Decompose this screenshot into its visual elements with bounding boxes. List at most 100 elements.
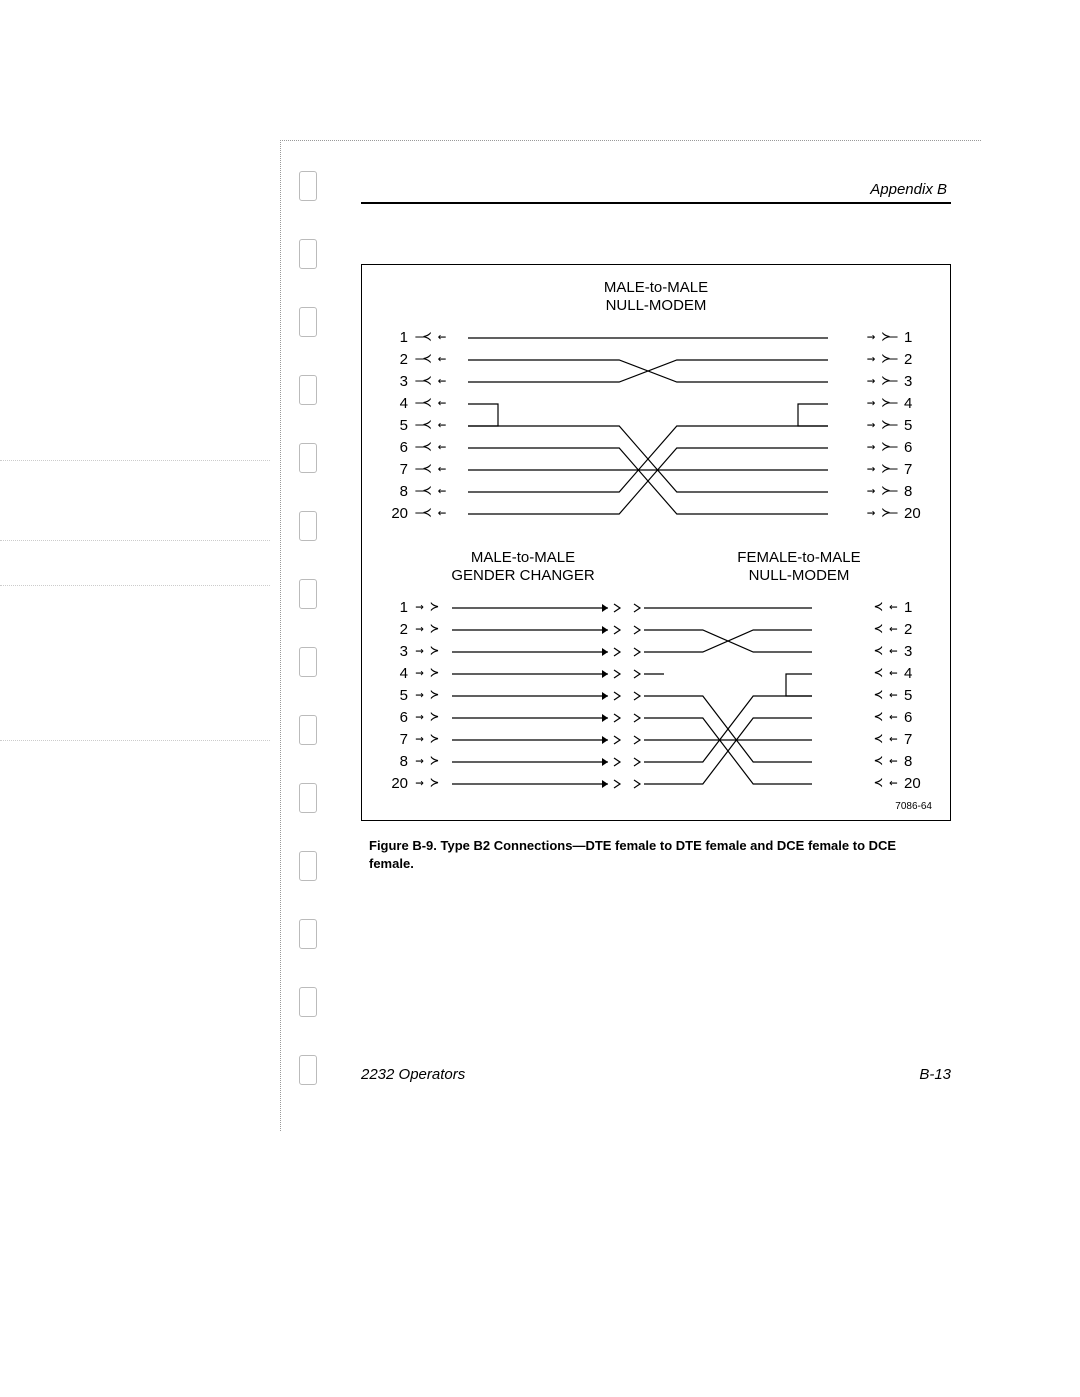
connector-left: —≺ ← (408, 437, 445, 459)
connector-right: ≺ ← (874, 641, 904, 663)
punch-hole (299, 1055, 317, 1085)
connector-left: → ≻ (408, 729, 438, 751)
pin-label-right: 7 (904, 458, 932, 481)
figure-id: 7086-64 (380, 801, 932, 812)
connector-right: → ≻— (867, 349, 904, 371)
pin-label-right: 20 (904, 502, 932, 525)
punch-hole (299, 783, 317, 813)
connector-right: ≺ ← (874, 663, 904, 685)
connector-left: → ≻ (408, 597, 438, 619)
page-footer: 2232 Operators B-13 (361, 1066, 951, 1083)
connector-right: ≺ ← (874, 707, 904, 729)
figure-caption: Figure B-9. Type B2 Connections—DTE fema… (361, 837, 951, 872)
pin-label-left: 5 (380, 414, 408, 437)
pin-label-left: 1 (380, 596, 408, 619)
connector-right: → ≻— (867, 415, 904, 437)
connector-left: → ≻ (408, 707, 438, 729)
footer-left: 2232 Operators (361, 1066, 465, 1083)
punch-hole (299, 851, 317, 881)
wiring-diagram-bottom: 1 → ≻≺ ← 12 → ≻≺ ← 23 → ≻≺ ← 34 → ≻≺ ← 4… (380, 597, 932, 795)
connector-left: —≺ ← (408, 459, 445, 481)
pin-label-left: 20 (380, 772, 408, 795)
title-line1: MALE-to-MALE (604, 279, 708, 296)
pin-label-right: 3 (904, 370, 932, 393)
wiring-diagram-top: 1 —≺ ←→ ≻— 12 —≺ ←→ ≻— 23 —≺ ←→ ≻— 34 —≺… (380, 327, 932, 525)
pin-label-right: 6 (904, 706, 932, 729)
pin-label-left: 20 (380, 502, 408, 525)
figure-box: MALE-to-MALE NULL-MODEM 1 —≺ ←→ ≻— 12 —≺… (361, 264, 951, 821)
pin-label-left: 6 (380, 436, 408, 459)
punch-hole (299, 987, 317, 1017)
pin-label-right: 5 (904, 414, 932, 437)
subtitle-left-l1: MALE-to-MALE (471, 549, 575, 566)
pin-label-left: 5 (380, 684, 408, 707)
connector-left: —≺ ← (408, 503, 445, 525)
connector-left: —≺ ← (408, 481, 445, 503)
pin-label-right: 8 (904, 750, 932, 773)
connector-right: → ≻— (867, 393, 904, 415)
pin-label-right: 1 (904, 326, 932, 349)
subtitle-right: FEMALE-to-MALE NULL-MODEM (737, 549, 860, 585)
connector-left: —≺ ← (408, 393, 445, 415)
pin-label-left: 2 (380, 618, 408, 641)
connector-right: → ≻— (867, 503, 904, 525)
diagram-subtitle-row: MALE-to-MALE GENDER CHANGER FEMALE-to-MA… (380, 549, 932, 585)
binder-holes (299, 171, 317, 1123)
connector-left: → ≻ (408, 619, 438, 641)
connector-right: → ≻— (867, 327, 904, 349)
diagram-title-top: MALE-to-MALE NULL-MODEM (380, 279, 932, 315)
subtitle-right-l2: NULL-MODEM (749, 567, 850, 584)
pin-label-left: 2 (380, 348, 408, 371)
punch-hole (299, 239, 317, 269)
pin-label-left: 6 (380, 706, 408, 729)
connector-left: → ≻ (408, 773, 438, 795)
pin-label-left: 8 (380, 750, 408, 773)
connector-right: → ≻— (867, 481, 904, 503)
pin-label-right: 1 (904, 596, 932, 619)
punch-hole (299, 375, 317, 405)
pin-label-left: 7 (380, 458, 408, 481)
scan-artifact (0, 460, 270, 461)
pin-label-right: 6 (904, 436, 932, 459)
pin-label-left: 3 (380, 640, 408, 663)
pin-label-right: 4 (904, 662, 932, 685)
punch-hole (299, 919, 317, 949)
connector-left: → ≻ (408, 641, 438, 663)
pin-label-left: 3 (380, 370, 408, 393)
punch-hole (299, 579, 317, 609)
punch-hole (299, 171, 317, 201)
pin-label-right: 20 (904, 772, 932, 795)
wiring-svg-top (468, 327, 828, 525)
header-appendix: Appendix B (361, 181, 951, 202)
connector-right: ≺ ← (874, 729, 904, 751)
connector-right: → ≻— (867, 371, 904, 393)
title-line2: NULL-MODEM (606, 297, 707, 314)
scan-artifact (0, 540, 270, 541)
pin-label-right: 2 (904, 618, 932, 641)
connector-right: ≺ ← (874, 597, 904, 619)
connector-left: → ≻ (408, 663, 438, 685)
connector-right: ≺ ← (874, 751, 904, 773)
wiring-svg-bottom (452, 597, 812, 795)
connector-right: → ≻— (867, 437, 904, 459)
pin-label-right: 5 (904, 684, 932, 707)
subtitle-right-l1: FEMALE-to-MALE (737, 549, 860, 566)
pin-label-left: 4 (380, 392, 408, 415)
connector-left: —≺ ← (408, 349, 445, 371)
punch-hole (299, 443, 317, 473)
pin-label-left: 4 (380, 662, 408, 685)
subtitle-left: MALE-to-MALE GENDER CHANGER (451, 549, 594, 585)
punch-hole (299, 715, 317, 745)
header-rule (361, 202, 951, 204)
scan-artifact (0, 585, 270, 586)
connector-left: → ≻ (408, 685, 438, 707)
connector-left: —≺ ← (408, 327, 445, 349)
connector-left: —≺ ← (408, 415, 445, 437)
subtitle-left-l2: GENDER CHANGER (451, 567, 594, 584)
footer-right: B-13 (919, 1066, 951, 1083)
connector-left: → ≻ (408, 751, 438, 773)
pin-label-right: 2 (904, 348, 932, 371)
scan-artifact (0, 740, 270, 741)
punch-hole (299, 307, 317, 337)
connector-right: → ≻— (867, 459, 904, 481)
